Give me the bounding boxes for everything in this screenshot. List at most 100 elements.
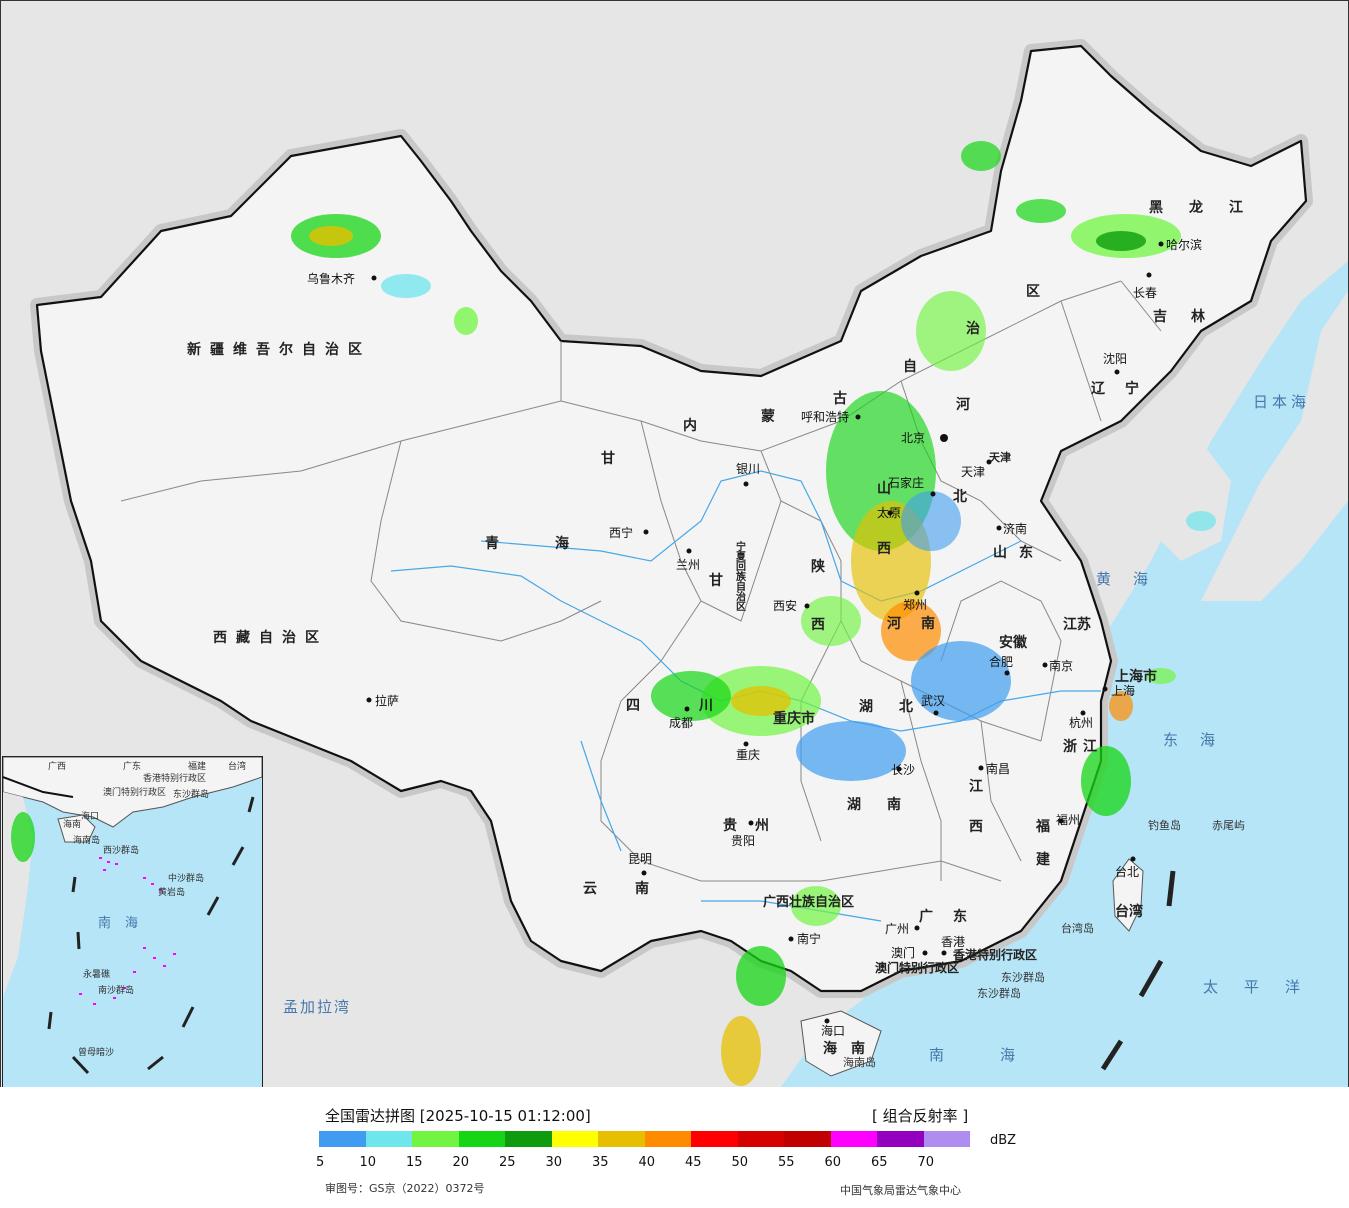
city-label-changchun: 长春 bbox=[1133, 286, 1157, 300]
city-label-urumqi: 乌鲁木齐 bbox=[307, 271, 355, 286]
legend-tick-label: 35 bbox=[592, 1155, 609, 1170]
inset-label-fujian: 福建 bbox=[188, 760, 206, 772]
city-label-jinan: 济南 bbox=[1003, 521, 1027, 536]
city-label-chengdu: 成都 bbox=[669, 716, 693, 730]
province-label-guangdong: 广东 bbox=[919, 908, 987, 925]
inset-label-hk-sar: 香港特别行政区 bbox=[143, 772, 206, 784]
province-label-gu: 古 bbox=[833, 390, 847, 407]
legend-ticks: 5 10 15 20 25 30 35 40 45 50 55 60 65 70 bbox=[0, 1155, 1349, 1171]
radar-map[interactable]: 新疆维吾尔自治区 西藏自治区 青海 甘 内 蒙 古 自 治 区 黑龙江 吉林 辽… bbox=[0, 0, 1349, 1088]
city-label-harbin: 哈尔滨 bbox=[1166, 237, 1202, 252]
legend-title: 全国雷达拼图 [2025-10-15 01:12:00] bbox=[325, 1107, 591, 1125]
city-label-nanjing: 南京 bbox=[1049, 658, 1073, 673]
province-label-qinghai: 青海 bbox=[485, 535, 625, 552]
province-label-xinjiang: 新疆维吾尔自治区 bbox=[187, 341, 371, 358]
province-label-anhui: 安徽 bbox=[999, 634, 1028, 651]
city-label-tianjin: 天津 bbox=[961, 465, 985, 479]
province-label-jiangsu: 江苏 bbox=[1063, 616, 1091, 633]
korea-land bbox=[1151, 421, 1231, 561]
legend-swatch bbox=[830, 1131, 877, 1147]
city-label-xian: 西安 bbox=[773, 598, 797, 613]
inset-label-guangxi: 广西 bbox=[48, 760, 66, 772]
inset-label-yongshu: 永暑礁 bbox=[83, 968, 110, 980]
city-label-guiyang: 贵阳 bbox=[731, 834, 755, 848]
province-label-tianjin: 天津 bbox=[989, 450, 1011, 464]
island-label-dongsha2: 东沙群岛 bbox=[977, 986, 1021, 1000]
legend-swatch bbox=[598, 1131, 645, 1147]
map-approval-number: 审图号：GS京（2022）0372号 bbox=[325, 1182, 485, 1195]
province-label-shaan: 陕 bbox=[811, 558, 825, 575]
legend-swatch bbox=[365, 1131, 412, 1147]
legend-tick-label: 50 bbox=[731, 1155, 749, 1170]
province-label-bei: 北 bbox=[953, 489, 967, 505]
legend-tick-label: 25 bbox=[499, 1155, 516, 1170]
province-label-hubei: 湖北 bbox=[859, 699, 939, 715]
province-label-gan: 甘 bbox=[601, 450, 615, 467]
inset-label-nansha: 南沙群岛 bbox=[98, 984, 134, 996]
map-canvas: 新疆维吾尔自治区 西藏自治区 青海 甘 内 蒙 古 自 治 区 黑龙江 吉林 辽… bbox=[1, 1, 1348, 1087]
legend-swatch bbox=[551, 1131, 598, 1147]
city-label-macau: 澳门 bbox=[891, 945, 915, 960]
south-china-sea-inset[interactable]: 广西 海南 广东 福建 台湾 香港特别行政区 澳门特别行政区 东沙群岛 海口 海… bbox=[2, 756, 263, 1087]
legend-swatch bbox=[458, 1131, 505, 1147]
city-label-shijiazhuang: 石家庄 bbox=[888, 475, 924, 490]
city-label-taipei: 台北 bbox=[1115, 864, 1139, 879]
taiwan-island bbox=[1112, 858, 1144, 932]
province-label-heilongjiang: 黑龙江 bbox=[1149, 199, 1269, 216]
province-label-jiang: 江 bbox=[969, 778, 983, 795]
city-label-hefei: 合肥 bbox=[989, 654, 1013, 669]
city-label-kunming: 昆明 bbox=[628, 852, 652, 866]
legend-product: [ 组合反射率 ] bbox=[872, 1107, 969, 1125]
radar-legend: 全国雷达拼图 [2025-10-15 01:12:00] [ 组合反射率 ] d… bbox=[0, 1087, 1349, 1208]
inset-land bbox=[3, 757, 262, 828]
legend-swatch bbox=[319, 1131, 366, 1147]
city-label-shanghai: 上海 bbox=[1111, 683, 1135, 698]
province-label-jilin: 吉林 bbox=[1153, 308, 1229, 325]
city-label-yinchuan: 银川 bbox=[736, 462, 760, 476]
legend-swatch bbox=[691, 1131, 738, 1147]
island-label-diaoyu: 钓鱼岛 bbox=[1148, 818, 1181, 832]
legend-swatch bbox=[784, 1131, 831, 1147]
legend-swatch bbox=[412, 1131, 459, 1147]
legend-tick-label: 40 bbox=[638, 1155, 656, 1170]
inset-boundary bbox=[3, 776, 74, 798]
province-label-si: 四 bbox=[626, 698, 640, 714]
province-label-qu: 区 bbox=[1026, 284, 1040, 300]
province-label-chongqing: 重庆市 bbox=[773, 710, 815, 727]
inset-label-zengmu: 曾母暗沙 bbox=[78, 1046, 114, 1058]
province-label-xi: 西 bbox=[877, 541, 891, 557]
inset-dashes bbox=[47, 796, 255, 1075]
city-label-chongqing: 重庆 bbox=[736, 748, 760, 762]
legend-swatch bbox=[505, 1131, 552, 1147]
label-macau-sar: 澳门特别行政区 bbox=[875, 960, 959, 975]
inset-label-south-sea: 南海 bbox=[98, 915, 152, 931]
island-label-hainan: 海南岛 bbox=[843, 1055, 876, 1069]
legend-unit: dBZ bbox=[990, 1133, 1017, 1148]
city-label-haikou: 海口 bbox=[821, 1023, 845, 1038]
province-label-jian: 建 bbox=[1036, 851, 1050, 868]
china-land bbox=[35, 44, 1308, 993]
province-label-zhejiang: 浙江 bbox=[1063, 738, 1103, 755]
city-markers bbox=[366, 241, 1164, 1024]
sea-label-south-sea: 南海 bbox=[929, 1046, 1071, 1064]
island-label-dongsha: 东沙群岛 bbox=[1001, 970, 1045, 984]
legend-tick-label: 45 bbox=[685, 1155, 702, 1170]
legend-tick-label: 30 bbox=[545, 1155, 563, 1170]
province-label-gan2: 甘 bbox=[709, 572, 723, 589]
province-label-meng: 蒙 bbox=[761, 408, 775, 425]
legend-color-bar bbox=[319, 1131, 970, 1147]
data-credit: 中国气象局雷达气象中心 bbox=[840, 1184, 961, 1197]
province-label-henan: 河南 bbox=[887, 615, 955, 632]
legend-swatch bbox=[644, 1131, 691, 1147]
province-label-nei: 内 bbox=[683, 417, 697, 434]
inset-label-hainan-island: 海南岛 bbox=[73, 834, 100, 846]
inset-label-haikou: 海口 bbox=[81, 810, 99, 822]
province-label-shandong: 山东 bbox=[993, 544, 1045, 561]
inset-label-taiwan: 台湾 bbox=[228, 760, 246, 772]
city-label-hohhot: 呼和浩特 bbox=[801, 409, 849, 424]
province-label-chuan: 川 bbox=[698, 698, 713, 714]
inset-label-xisha: 西沙群岛 bbox=[103, 844, 139, 856]
inset-label-zhongsha: 中沙群岛 bbox=[168, 872, 204, 884]
inset-echo bbox=[11, 812, 35, 862]
province-label-zhi: 治 bbox=[966, 320, 980, 337]
